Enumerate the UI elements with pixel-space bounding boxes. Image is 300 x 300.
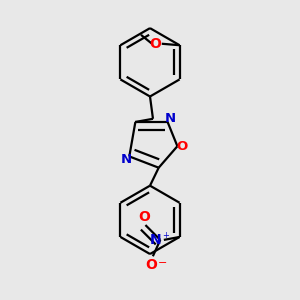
Text: N: N [150, 233, 162, 247]
Text: +: + [162, 231, 169, 240]
Text: N: N [121, 154, 132, 166]
Text: −: − [158, 258, 168, 268]
Text: N: N [165, 112, 176, 125]
Text: O: O [146, 258, 157, 272]
Text: O: O [176, 140, 188, 153]
Text: O: O [138, 210, 150, 224]
Text: O: O [149, 37, 161, 51]
